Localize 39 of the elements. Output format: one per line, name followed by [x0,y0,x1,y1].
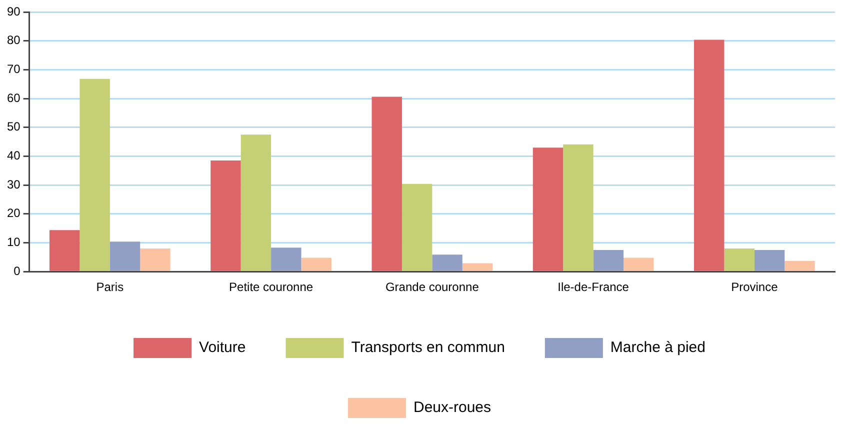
bar [271,248,302,271]
legend-label: Voiture [199,339,246,356]
x-tick-label: Province [731,280,778,294]
bar [784,260,815,271]
x-tick-label: Paris [96,280,124,294]
y-tick-label: 80 [6,33,21,48]
bar [724,248,754,271]
bar [80,78,110,271]
y-tick-label: 50 [6,120,21,134]
bar [563,144,594,271]
bar [240,134,272,271]
y-tick-label: 30 [6,177,21,192]
y-tick-label: 0 [14,264,21,278]
legend-label: Transports en commun [351,339,505,356]
bar [140,248,170,271]
bar [754,250,785,271]
bar [402,184,432,271]
y-tick-label: 10 [6,235,21,250]
x-tick-label: Grande couronne [385,280,480,294]
bar [49,230,80,271]
legend-label: Deux-roues [413,399,492,416]
bar [532,148,564,271]
bar [301,258,332,271]
bar [593,250,624,271]
bar [462,263,493,271]
y-tick-label: 70 [6,62,21,76]
bar [210,160,241,271]
x-tick-label: Petite couronne [229,280,314,294]
y-tick-label: 40 [6,148,21,163]
bar [694,40,724,271]
bar [624,258,654,271]
y-tick-label: 90 [6,4,21,18]
bar [110,242,140,271]
y-tick-label: 60 [6,90,21,105]
bar [432,254,462,271]
x-tick-label: Ile-de-France [558,280,630,294]
y-tick-label: 20 [6,206,21,220]
legend-label: Marche à pied [610,339,706,356]
bar [372,96,402,271]
